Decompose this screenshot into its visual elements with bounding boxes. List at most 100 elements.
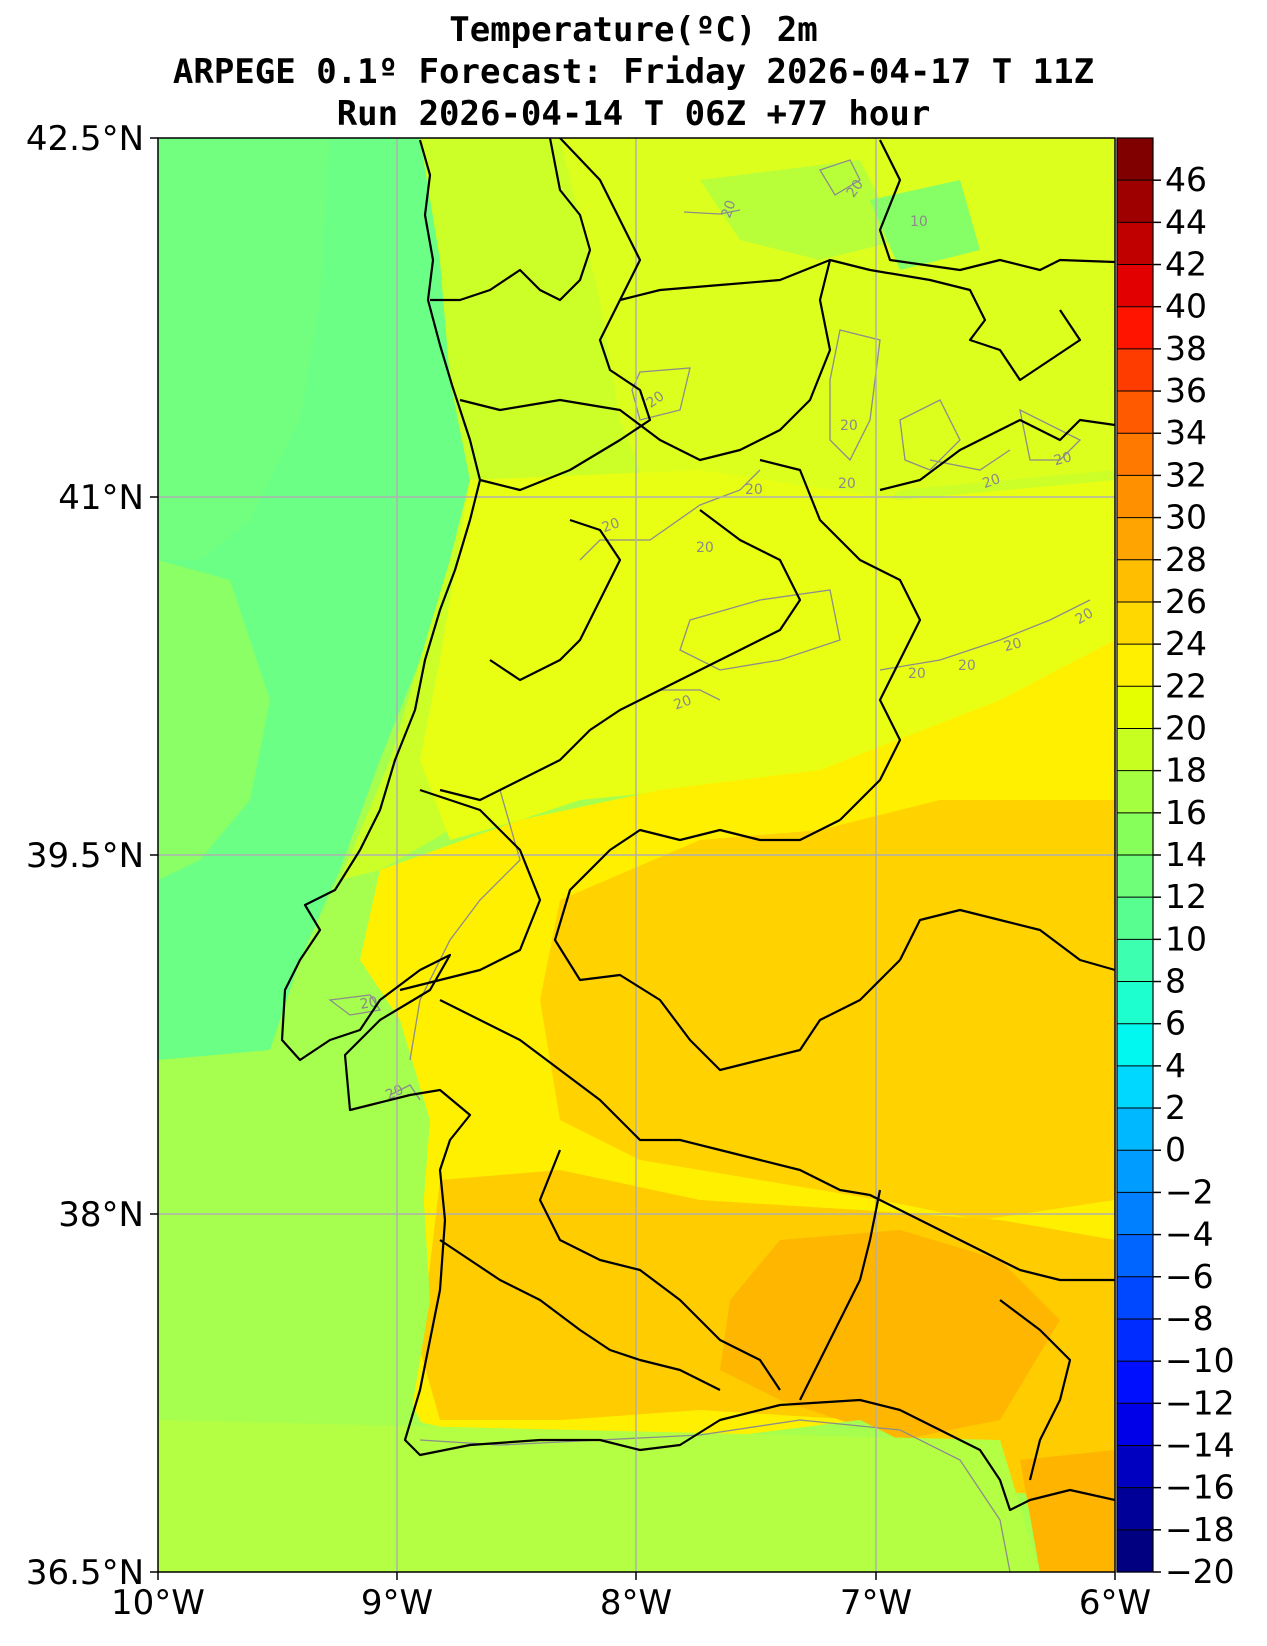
lon-label: 9°W [361, 1583, 433, 1623]
colorbar-label: 0 [1165, 1130, 1186, 1169]
colorbar-swatch [1117, 1150, 1153, 1194]
colorbar-label: 20 [1165, 708, 1207, 747]
colorbar-label: −16 [1165, 1468, 1235, 1507]
colorbar-label: 2 [1165, 1088, 1186, 1127]
contour-label: 20 [359, 994, 379, 1013]
contour-label: 20 [696, 540, 714, 556]
lon-label: 6°W [1079, 1583, 1151, 1623]
colorbar-swatch [1117, 138, 1153, 181]
colorbar-swatch [1117, 812, 1153, 856]
colorbar-label: 6 [1165, 1004, 1186, 1043]
lon-label: 10°W [111, 1583, 205, 1623]
warm-zone-alentejo [540, 800, 1115, 1220]
lat-label: 39.5°N [26, 836, 144, 876]
contour-lines [328, 159, 1091, 1572]
chart-title-line1: Temperature(ºC) 2m [449, 10, 818, 50]
contour-label: 20 [908, 666, 926, 682]
colorbar-swatch [1117, 1403, 1153, 1447]
colorbar-label: 40 [1165, 287, 1207, 326]
cold-sea-patch [158, 138, 330, 560]
colorbar-label: 16 [1165, 793, 1207, 832]
colorbar-label: −14 [1165, 1425, 1235, 1464]
colorbar-label: 4 [1165, 1046, 1186, 1085]
contour-label: 10 [910, 214, 928, 230]
coastline-borders [280, 138, 1115, 1512]
colorbar-swatch [1117, 728, 1153, 772]
lon-axis: 10°W 9°W 8°W 7°W 6°W [111, 1572, 1151, 1623]
colorbar-swatch [1117, 897, 1153, 940]
cool-highland [700, 160, 900, 260]
contour-label: 20 [1052, 449, 1073, 469]
colorbar-swatch [1117, 559, 1153, 603]
colorbar-swatch [1117, 222, 1153, 266]
colorbar-label: 24 [1165, 624, 1207, 663]
colorbar-label: 14 [1165, 835, 1207, 874]
contour-label: 20 [980, 471, 1002, 492]
lon-label: 8°W [600, 1583, 672, 1623]
colorbar-label: 8 [1165, 962, 1186, 1001]
lat-label: 36.5°N [26, 1553, 144, 1593]
colorbar-swatch [1117, 1065, 1153, 1109]
colorbar-label: 46 [1165, 160, 1207, 199]
contour-labels: 20 20 20 20 20 20 20 20 20 20 20 20 20 2… [359, 177, 1097, 1104]
colorbar-label: −10 [1165, 1341, 1235, 1380]
contour-label: 20 [672, 692, 694, 713]
colorbar-swatch [1117, 1445, 1153, 1489]
chart-title-line2: ARPEGE 0.1º Forecast: Friday 2026-04-17 … [172, 52, 1095, 92]
contour-label: 20 [840, 418, 858, 434]
colorbar-label: −6 [1165, 1257, 1214, 1296]
colorbar-swatch [1117, 1487, 1153, 1531]
colorbar-label: 32 [1165, 455, 1207, 494]
colorbar-label: 42 [1165, 245, 1207, 284]
lat-label: 38°N [58, 1195, 144, 1235]
colorbar-swatch [1117, 644, 1153, 687]
colorbar-swatch [1117, 517, 1153, 561]
cold-peak [870, 180, 980, 270]
contour-label: 20 [718, 198, 739, 220]
colorbar: 4644424038363432302826242220181614121086… [1116, 137, 1235, 1591]
colorbar-label: 44 [1165, 202, 1207, 241]
colorbar-label: 22 [1165, 666, 1207, 705]
colorbar-swatch [1117, 348, 1153, 392]
colorbar-swatch [1117, 1108, 1153, 1151]
colorbar-swatch [1117, 1361, 1153, 1404]
colorbar-label: 12 [1165, 877, 1207, 916]
hot-zone-se [1020, 1450, 1115, 1572]
colorbar-label: 30 [1165, 498, 1207, 537]
contour-label: 20 [600, 515, 622, 536]
colorbar-label: −2 [1165, 1172, 1214, 1211]
colorbar-swatch [1117, 855, 1153, 898]
colorbar-label: 10 [1165, 919, 1207, 958]
colorbar-swatch [1117, 1234, 1153, 1278]
colorbar-swatch [1117, 601, 1153, 645]
colorbar-label: −18 [1165, 1510, 1235, 1549]
sea-mid-patch [158, 560, 270, 880]
colorbar-label: −12 [1165, 1383, 1235, 1422]
gridlines [158, 138, 1115, 1572]
colorbar-swatch [1117, 264, 1153, 308]
colorbar-label: −4 [1165, 1215, 1214, 1254]
colorbar-swatch [1117, 1318, 1153, 1362]
chart-title-line3: Run 2026-04-14 T 06Z +77 hour [336, 94, 931, 134]
colorbar-label: 28 [1165, 540, 1207, 579]
colorbar-label: −20 [1165, 1552, 1235, 1591]
colorbar-swatch [1117, 981, 1153, 1025]
land-central [420, 470, 1115, 840]
colorbar-swatch [1117, 1529, 1153, 1573]
colorbar-swatch [1117, 433, 1153, 477]
contour-label: 20 [745, 482, 763, 498]
lon-label: 7°W [840, 1583, 912, 1623]
temperature-field: 20 20 20 20 20 20 20 20 20 20 20 20 20 2… [158, 138, 1115, 1572]
colorbar-label: 18 [1165, 751, 1207, 790]
colorbar-swatch [1117, 1276, 1153, 1320]
lat-label: 41°N [58, 478, 144, 518]
contour-label: 20 [838, 476, 856, 492]
lat-axis: 42.5°N 41°N 39.5°N 38°N 36.5°N [26, 119, 158, 1593]
contour-label: 20 [1073, 605, 1096, 628]
contour-label: 20 [1002, 635, 1023, 655]
contour-label: 20 [958, 658, 976, 674]
colorbar-swatch [1117, 686, 1153, 730]
colorbar-swatch [1117, 1192, 1153, 1236]
colorbar-swatch [1117, 391, 1153, 434]
sea-south-band [158, 1420, 1040, 1572]
